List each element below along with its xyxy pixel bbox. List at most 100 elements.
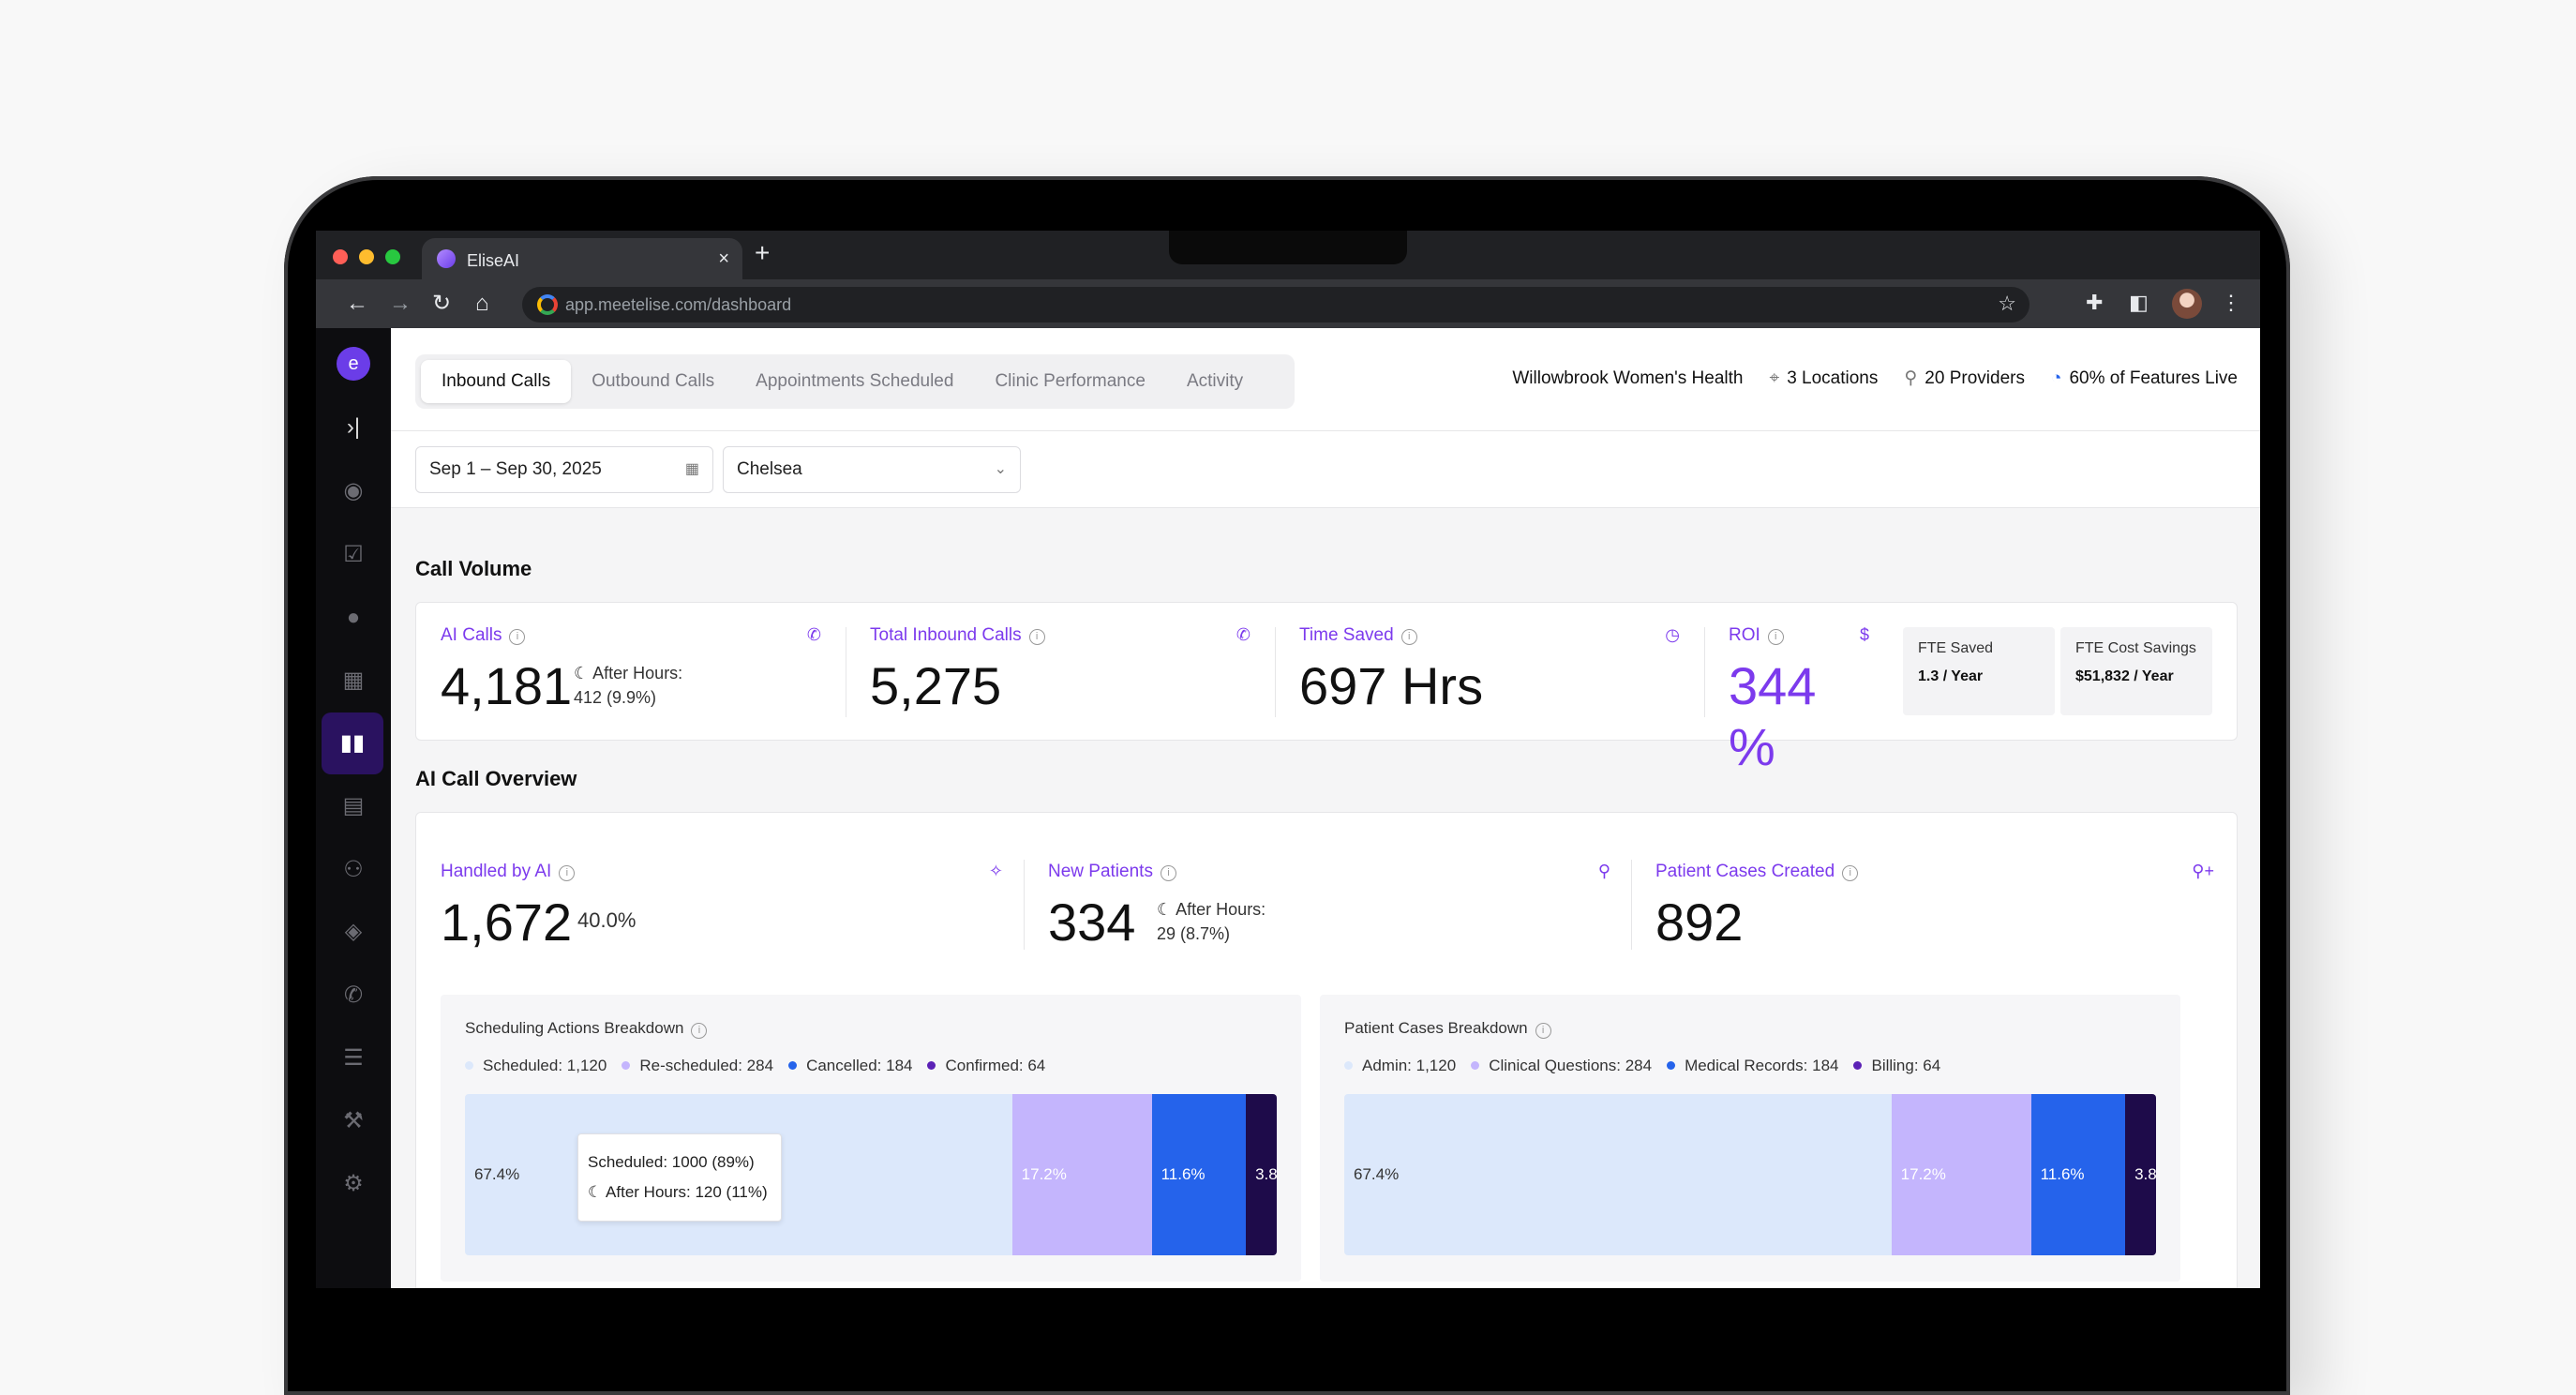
- minimize-window-button[interactable]: [359, 249, 374, 264]
- tasks-icon[interactable]: ☑: [343, 542, 364, 567]
- phone-call-icon: ✆: [806, 625, 821, 644]
- tab-outbound-calls[interactable]: Outbound Calls: [592, 371, 715, 391]
- progress-ring-icon: ◔: [2050, 368, 2062, 388]
- new-patients-value: 334: [1048, 892, 1136, 952]
- google-icon: [537, 294, 558, 315]
- date-range-picker[interactable]: Sep 1 – Sep 30, 2025 ▦: [415, 446, 713, 493]
- eliseai-logo-icon[interactable]: e: [337, 347, 370, 381]
- calendar-icon[interactable]: ▦: [342, 668, 365, 693]
- list-icon[interactable]: ☰: [343, 1045, 364, 1071]
- extensions-icon[interactable]: ✚: [2086, 291, 2104, 314]
- user-settings-icon[interactable]: ⚇: [343, 857, 364, 882]
- locations-item[interactable]: ⌖ 3 Locations: [1769, 368, 1878, 389]
- side-panel-icon[interactable]: ◧: [2129, 291, 2149, 314]
- fte-cost-value: $51,832 / Year: [2075, 668, 2174, 684]
- home-icon[interactable]: ⌂: [475, 291, 489, 316]
- after-hours-value: 412 (9.9%): [574, 688, 657, 707]
- reload-icon[interactable]: ↻: [432, 291, 452, 316]
- handled-value: 1,672: [441, 892, 573, 952]
- ai-call-overview-card: Handled by AI i ✧ 1,672 40.0% New Patient…: [415, 812, 2238, 1288]
- legend-confirmed: Confirmed: 64: [927, 1057, 1045, 1075]
- divider: [1024, 860, 1025, 950]
- browser-tabstrip: EliseAI × +: [316, 231, 2260, 279]
- scheduling-breakdown-panel: Scheduling Actions Breakdown i Scheduled:…: [441, 995, 1301, 1282]
- info-icon[interactable]: i: [1400, 629, 1417, 645]
- patients-icon[interactable]: ●: [346, 605, 361, 630]
- phone-icon[interactable]: ✆: [343, 982, 364, 1008]
- fte-saved-label: FTE Saved: [1918, 640, 1994, 656]
- tab-clinic-performance[interactable]: Clinic Performance: [995, 371, 1146, 391]
- layers-icon[interactable]: ◈: [344, 919, 363, 944]
- info-icon[interactable]: i: [691, 1023, 708, 1039]
- browser-toolbar: ← → ↻ ⌂ app.meetelise.com/dashboard ☆ ✚ …: [316, 279, 2260, 328]
- tab-appointments-scheduled[interactable]: Appointments Scheduled: [756, 371, 954, 391]
- incoming-call-icon: ✆: [1236, 625, 1251, 644]
- date-range-value: Sep 1 – Sep 30, 2025: [429, 459, 602, 479]
- location-select[interactable]: Chelsea ⌄: [723, 446, 1021, 493]
- cases-breakdown-title: Patient Cases Breakdown: [1344, 1019, 1528, 1037]
- browser-tab[interactable]: EliseAI ×: [422, 238, 742, 279]
- bar-segment-4[interactable]: 3.8%: [2125, 1094, 2156, 1255]
- bar-segment-2[interactable]: 17.2%: [1891, 1094, 2031, 1255]
- legend-cancelled: Cancelled: 184: [788, 1057, 912, 1075]
- back-icon[interactable]: ←: [346, 291, 368, 316]
- after-hours-label: After Hours:: [1176, 900, 1266, 919]
- insights-icon[interactable]: ◉: [343, 478, 364, 503]
- settings-gear-icon[interactable]: ⚙: [343, 1171, 364, 1196]
- bar-segment-2[interactable]: 17.2%: [1011, 1094, 1152, 1255]
- bar-segment-4[interactable]: 3.8%: [1246, 1094, 1277, 1255]
- tools-icon[interactable]: ⚒: [343, 1108, 364, 1133]
- time-saved-value: 697 Hrs: [1299, 656, 1484, 715]
- address-bar[interactable]: app.meetelise.com/dashboard ☆: [522, 287, 2029, 322]
- calendar-icon: ▦: [684, 461, 699, 477]
- chevron-down-icon: ⌄: [994, 461, 1007, 477]
- fte-saved-value: 1.3 / Year: [1918, 668, 1984, 684]
- close-tab-icon[interactable]: ×: [718, 248, 729, 269]
- bar-segment-3[interactable]: 11.6%: [2030, 1094, 2126, 1255]
- org-summary: Willowbrook Women's Health ⌖ 3 Locations …: [1512, 368, 2238, 389]
- menu-kebab-icon[interactable]: ⋮: [2221, 291, 2241, 314]
- person-icon: ⚲: [1597, 862, 1610, 880]
- bar-segment-3[interactable]: 11.6%: [1151, 1094, 1247, 1255]
- roi-kpi: ROI i $ 344 %: [1729, 625, 1869, 777]
- close-window-button[interactable]: [333, 249, 348, 264]
- moon-icon: ☾: [1157, 900, 1173, 919]
- add-person-icon: ⚲+: [2192, 862, 2214, 880]
- providers-item[interactable]: ⚲ 20 Providers: [1904, 368, 2025, 389]
- roi-label: ROI: [1729, 625, 1760, 645]
- new-tab-icon[interactable]: +: [755, 238, 771, 267]
- features-item[interactable]: ◔ 60% of Features Live: [2051, 368, 2238, 389]
- analytics-icon[interactable]: ▮▮: [322, 712, 383, 774]
- clock-icon: ◷: [1665, 625, 1680, 644]
- tab-activity[interactable]: Activity: [1186, 371, 1244, 391]
- forward-icon[interactable]: →: [389, 291, 412, 316]
- cases-stacked-bar: 67.4%17.2%11.6%3.8%: [1344, 1094, 2156, 1255]
- collapse-sidebar-icon[interactable]: ›|: [346, 414, 361, 440]
- info-icon[interactable]: i: [1535, 1023, 1551, 1039]
- profile-avatar[interactable]: [2172, 289, 2202, 319]
- ai-calls-kpi: AI Calls i ✆ 4,181 ☾ After Hours: 412 (9.9…: [441, 625, 821, 716]
- moon-icon: ☾: [588, 1183, 603, 1201]
- bar-segment-1[interactable]: 67.4%: [1344, 1094, 1892, 1255]
- fte-cost-label: FTE Cost Savings: [2075, 640, 2196, 656]
- handled-pct: 40.0%: [577, 908, 637, 932]
- locations-label: 3 Locations: [1787, 368, 1879, 388]
- call-volume-card: AI Calls i ✆ 4,181 ☾ After Hours: 412 (9.9…: [415, 602, 2238, 776]
- info-icon[interactable]: i: [509, 629, 526, 645]
- info-icon[interactable]: i: [1028, 629, 1045, 645]
- scheduling-title: Scheduling Actions Breakdown: [465, 1019, 684, 1037]
- info-icon[interactable]: i: [1160, 865, 1176, 881]
- filter-bar: Sep 1 – Sep 30, 2025 ▦ Chelsea ⌄: [391, 431, 2260, 508]
- info-icon[interactable]: i: [559, 865, 576, 881]
- screen: EliseAI × + ← → ↻ ⌂ app.meetelise.com/da…: [316, 231, 2260, 1288]
- maximize-window-button[interactable]: [385, 249, 400, 264]
- documents-icon[interactable]: ▤: [342, 793, 365, 818]
- total-inbound-kpi: Total Inbound Calls i ✆ 5,275: [870, 625, 1251, 716]
- divider: [1275, 627, 1276, 717]
- patient-cases-label: Patient Cases Created: [1655, 862, 1835, 881]
- info-icon[interactable]: i: [1767, 629, 1784, 645]
- roi-value: 344 %: [1729, 656, 1817, 776]
- tab-inbound-calls[interactable]: Inbound Calls: [421, 360, 572, 403]
- info-icon[interactable]: i: [1842, 865, 1859, 881]
- bookmark-star-icon[interactable]: ☆: [1998, 292, 2016, 315]
